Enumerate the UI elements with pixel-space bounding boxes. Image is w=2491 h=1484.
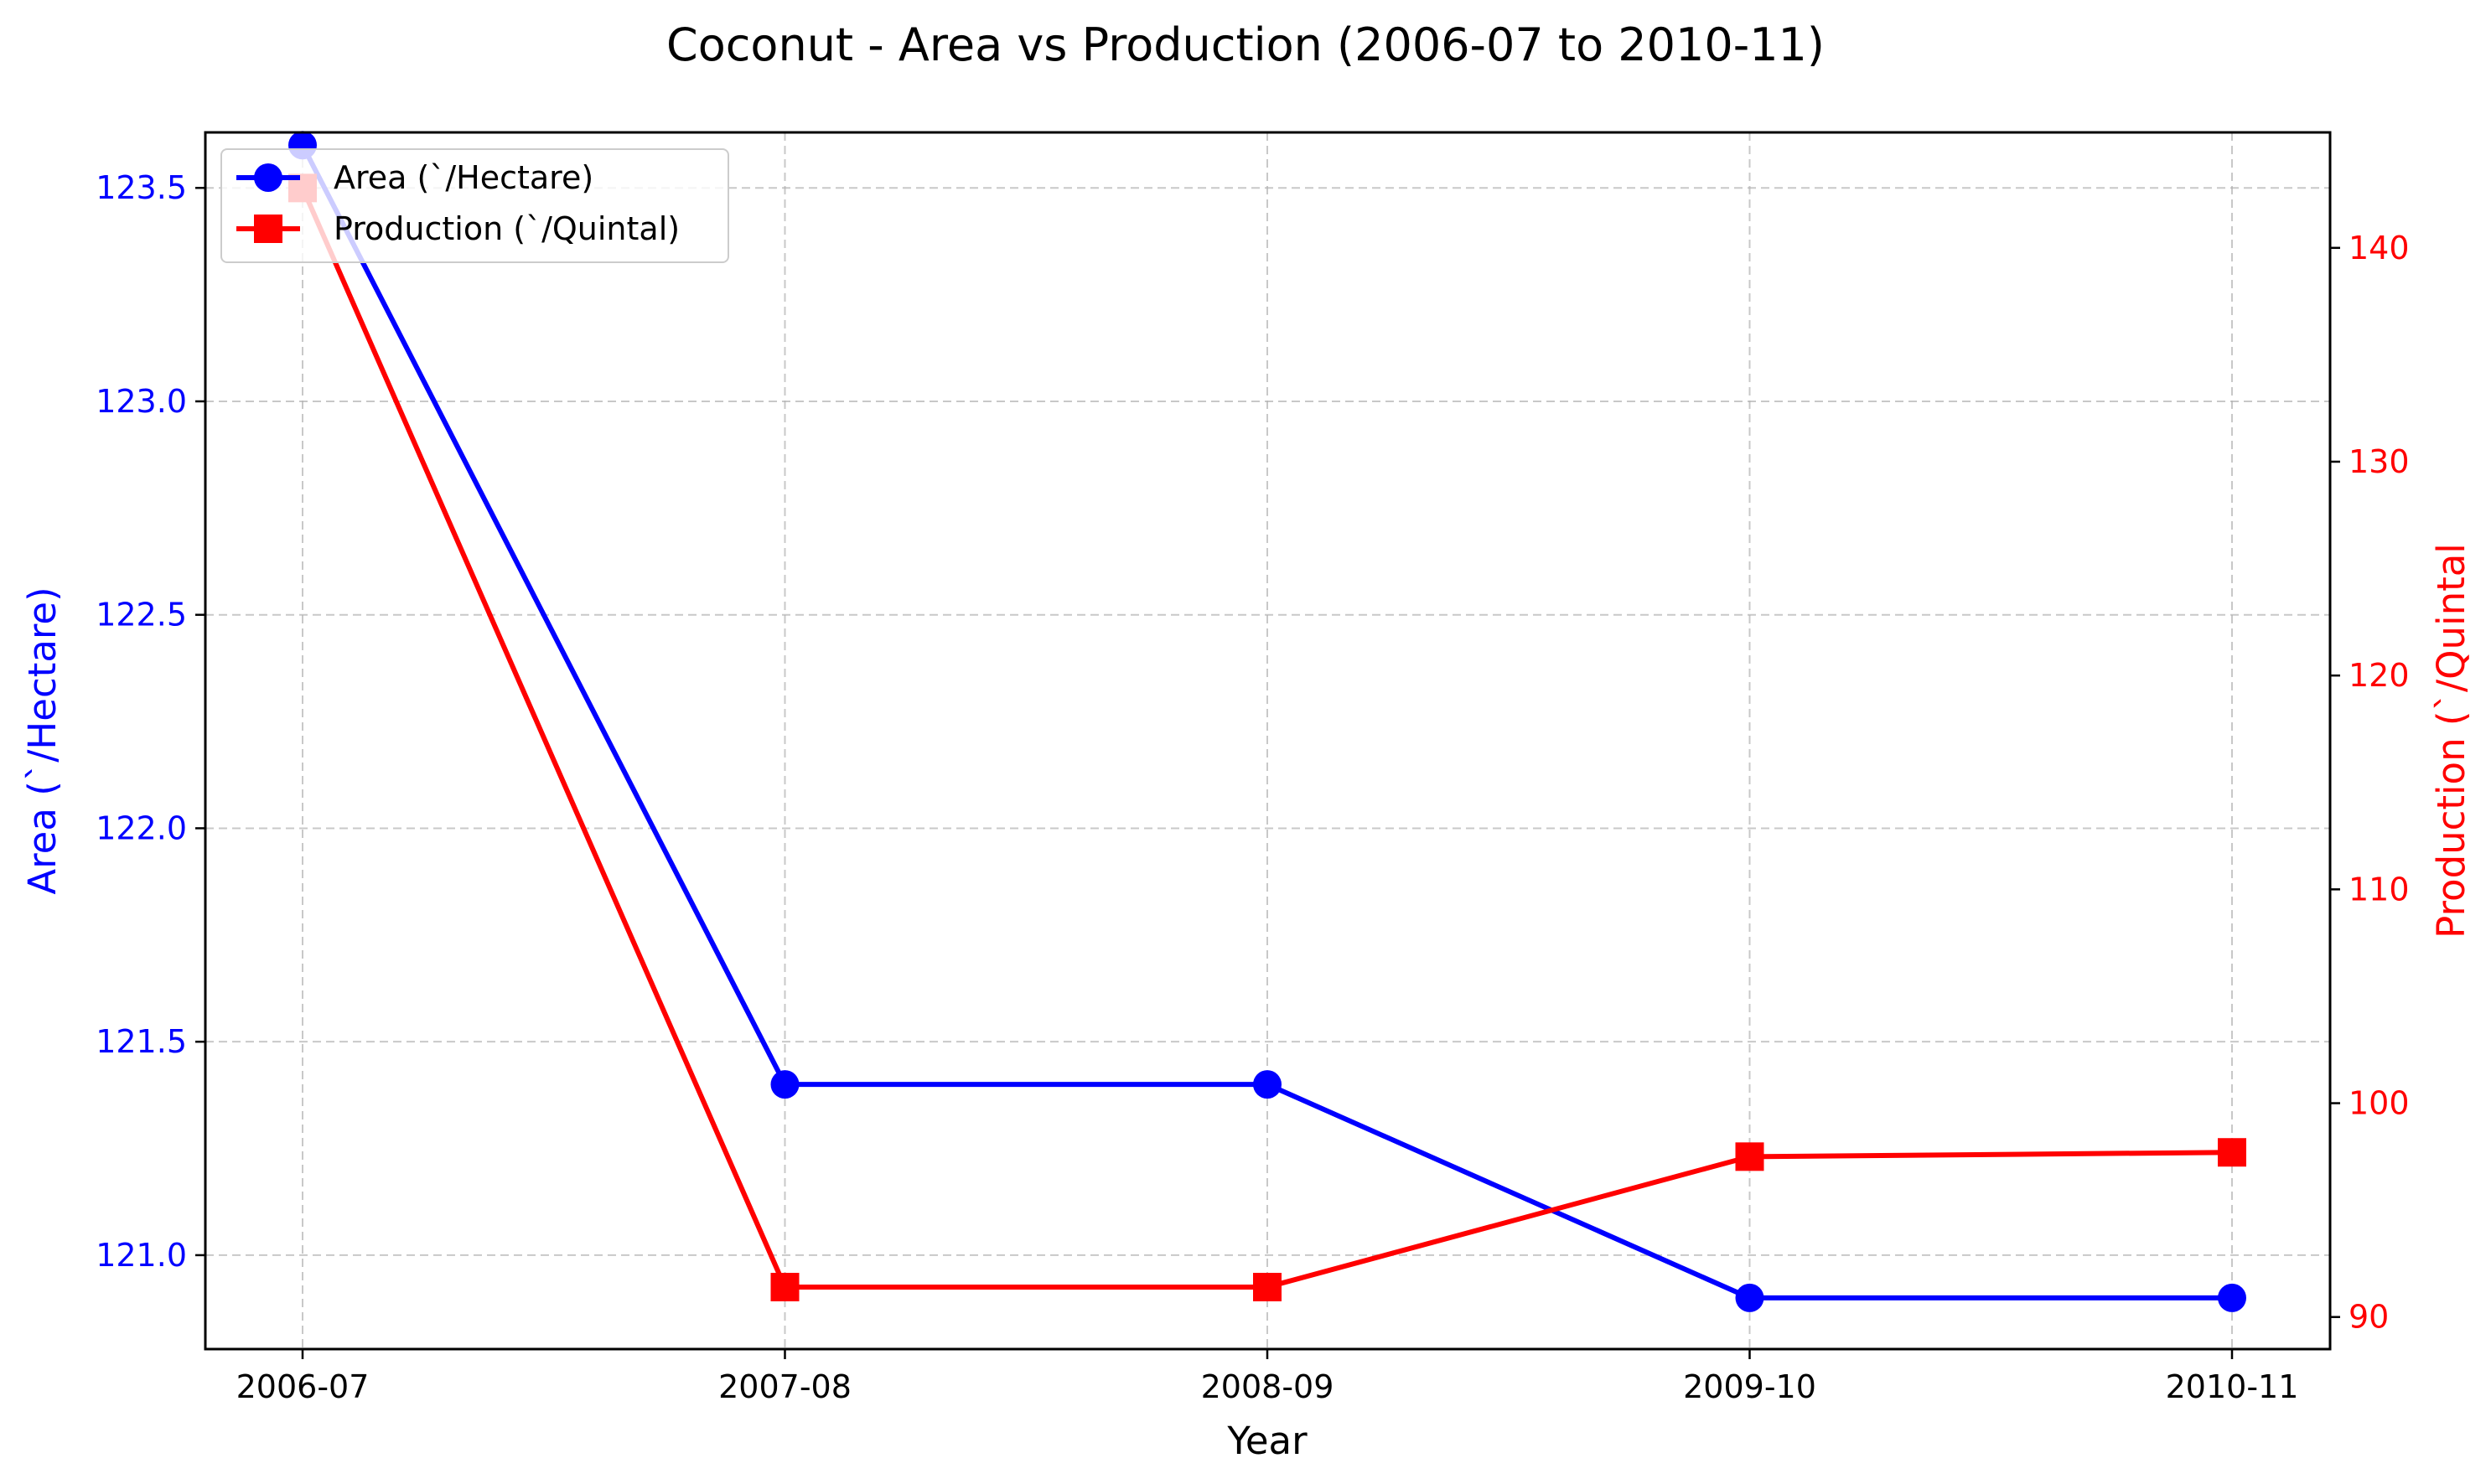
y-right-tick-label: 100 <box>2349 1085 2410 1122</box>
data-point-production <box>1253 1272 1282 1301</box>
y-right-tick-label: 130 <box>2349 443 2410 480</box>
y-axis-right-title: Production (`/Quintal <box>2429 543 2473 938</box>
x-axis: 2006-07 2007-08 2008-09 2009-10 2010-11 <box>236 1349 2299 1405</box>
data-point-production <box>770 1272 800 1301</box>
grid <box>205 132 2330 1349</box>
y-left-tick-label: 122.0 <box>96 809 187 846</box>
x-tick-label: 2008-09 <box>1201 1368 1334 1405</box>
legend-marker-production <box>254 215 282 243</box>
legend-label-area: Area (`/Hectare) <box>334 159 593 196</box>
y-right-tick-label: 110 <box>2349 871 2410 907</box>
y-left-tick-label: 123.5 <box>96 169 187 206</box>
y-axis-left: 121.0 121.5 122.0 122.5 123.0 123.5 <box>96 169 205 1274</box>
chart-title: Coconut - Area vs Production (2006-07 to… <box>666 18 1825 71</box>
y-left-tick-label: 122.5 <box>96 597 187 633</box>
y-left-tick-label: 121.0 <box>96 1237 187 1274</box>
x-tick-label: 2006-07 <box>236 1368 370 1405</box>
data-point-area <box>770 1070 800 1099</box>
x-tick-label: 2010-11 <box>2166 1368 2299 1405</box>
data-point-area <box>1253 1070 1282 1099</box>
legend-box <box>220 148 729 263</box>
y-right-tick-label: 120 <box>2349 657 2410 694</box>
legend-marker-area <box>254 163 282 192</box>
data-point-production <box>1735 1142 1764 1171</box>
y-axis-right: 90 100 110 120 130 140 <box>2330 230 2410 1336</box>
y-axis-left-title: Area (`/Hectare) <box>20 587 65 894</box>
data-point-production <box>2218 1138 2246 1167</box>
x-axis-title: Year <box>1226 1419 1308 1463</box>
y-right-tick-label: 140 <box>2349 230 2410 266</box>
data-point-area <box>2218 1283 2246 1312</box>
y-left-tick-label: 121.5 <box>96 1023 187 1060</box>
legend: Area (`/Hectare) Production (`/Quintal) <box>220 148 729 263</box>
data-point-area <box>1735 1283 1764 1312</box>
x-tick-label: 2009-10 <box>1683 1368 1816 1405</box>
x-tick-label: 2007-08 <box>718 1368 852 1405</box>
legend-label-production: Production (`/Quintal) <box>334 210 680 247</box>
y-right-tick-label: 90 <box>2349 1299 2389 1336</box>
y-left-tick-label: 123.0 <box>96 383 187 420</box>
